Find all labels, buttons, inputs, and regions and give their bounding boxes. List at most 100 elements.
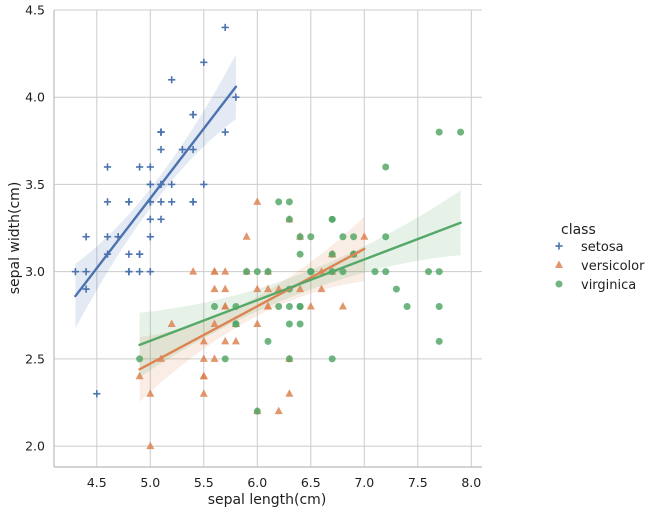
setosa-point <box>82 285 90 293</box>
setosa-point <box>125 250 133 258</box>
setosa-point <box>178 145 186 154</box>
setosa-point <box>103 163 112 171</box>
y-tick-label: 4.0 <box>25 90 45 105</box>
virginica-point <box>328 215 336 223</box>
x-tick-label: 5.0 <box>140 475 160 490</box>
legend: class setosa versicolor virginica <box>555 222 645 293</box>
virginica-point <box>435 128 443 136</box>
versicolor-point <box>221 302 230 310</box>
virginica-point <box>457 128 465 136</box>
y-axis-label: sepal width(cm) <box>7 182 23 295</box>
setosa-point <box>232 93 240 101</box>
virginica-point <box>221 355 229 363</box>
virginica-point <box>253 407 261 415</box>
x-tick-label: 5.5 <box>194 475 214 490</box>
versicolor-point <box>210 267 219 275</box>
virginica-point <box>211 303 218 311</box>
x-tick-label: 4.5 <box>87 475 107 490</box>
y-tick-label: 3.0 <box>25 264 45 279</box>
versicolor-point <box>146 389 155 397</box>
versicolor-point <box>306 302 315 310</box>
setosa-point <box>136 163 144 171</box>
versicolor-point <box>296 284 305 293</box>
virginica-point <box>307 268 315 276</box>
legend-marker-virginica <box>555 280 563 288</box>
virginica-point <box>350 233 358 241</box>
virginica-point <box>435 303 443 311</box>
x-tick-labels: 4.5 5.0 5.5 6.0 6.5 7.0 7.5 8.0 <box>87 475 481 490</box>
x-tick-label: 7.0 <box>354 475 374 490</box>
setosa-point <box>189 145 197 154</box>
setosa-point <box>189 111 197 119</box>
virginica-point <box>232 320 240 328</box>
versicolor-point <box>199 371 208 380</box>
setosa-point <box>82 233 90 241</box>
versicolor-point <box>167 319 176 327</box>
versicolor-point <box>274 406 283 415</box>
virginica-point <box>296 233 304 241</box>
setosa-point <box>157 128 165 136</box>
x-tick-label: 7.5 <box>408 475 428 490</box>
setosa-point <box>146 268 154 276</box>
setosa-point <box>125 268 133 276</box>
setosa-point <box>103 198 112 206</box>
virginica-point <box>339 233 347 241</box>
setosa-point <box>125 198 133 206</box>
virginica-point <box>339 268 347 276</box>
versicolor-point <box>210 284 219 293</box>
x-tick-label: 8.0 <box>461 475 481 490</box>
legend-label-versicolor: versicolor <box>581 259 645 274</box>
virginica-point <box>435 268 443 276</box>
setosa-point <box>146 233 154 241</box>
virginica-point <box>243 268 251 276</box>
legend-label-setosa: setosa <box>581 240 624 255</box>
y-tick-labels: 2.0 2.5 3.0 3.5 4.0 4.5 <box>25 3 45 454</box>
x-axis-label: sepal length(cm) <box>208 492 327 508</box>
versicolor-point <box>210 354 219 362</box>
setosa-point <box>168 198 176 206</box>
setosa-point <box>200 58 208 66</box>
setosa-point <box>82 268 90 276</box>
setosa-point <box>200 180 208 189</box>
versicolor-point <box>146 441 155 450</box>
setosa-point <box>168 180 176 189</box>
y-tick-label: 3.5 <box>25 177 45 192</box>
setosa-point <box>157 145 165 154</box>
virginica-point <box>403 303 411 311</box>
versicolor-point <box>317 284 326 293</box>
virginica-point <box>425 268 432 276</box>
versicolor-point <box>199 354 208 362</box>
virginica-point <box>285 215 293 223</box>
virginica-point <box>392 285 400 293</box>
virginica-point <box>136 355 144 363</box>
setosa-point <box>168 76 176 84</box>
virginica-point <box>382 233 390 241</box>
y-tick-label: 4.5 <box>25 3 45 18</box>
versicolor-point <box>199 389 208 397</box>
setosa-point <box>157 198 165 206</box>
y-tick-label: 2.5 <box>25 351 45 366</box>
setosa-point <box>71 268 79 276</box>
versicolor-point <box>253 284 262 293</box>
y-tick-label: 2.0 <box>25 439 45 454</box>
virginica-point <box>296 320 304 328</box>
regression-lines <box>74 85 462 371</box>
legend-marker-setosa <box>555 242 563 250</box>
setosa-point <box>157 215 165 223</box>
x-tick-label: 6.5 <box>301 475 321 490</box>
versicolor-point <box>231 336 240 345</box>
setosa-regression-line <box>74 85 238 298</box>
versicolor-point <box>221 284 230 293</box>
setosa-point <box>103 233 112 241</box>
versicolor-point <box>221 267 230 275</box>
setosa-point <box>146 215 154 223</box>
virginica-point <box>435 337 443 345</box>
virginica-point <box>382 163 390 171</box>
setosa-point <box>146 163 154 171</box>
virginica-point <box>328 250 336 258</box>
versicolor-point <box>264 284 272 293</box>
versicolor-point <box>338 302 347 310</box>
versicolor-regression-line <box>138 247 366 371</box>
virginica-point <box>296 303 304 311</box>
